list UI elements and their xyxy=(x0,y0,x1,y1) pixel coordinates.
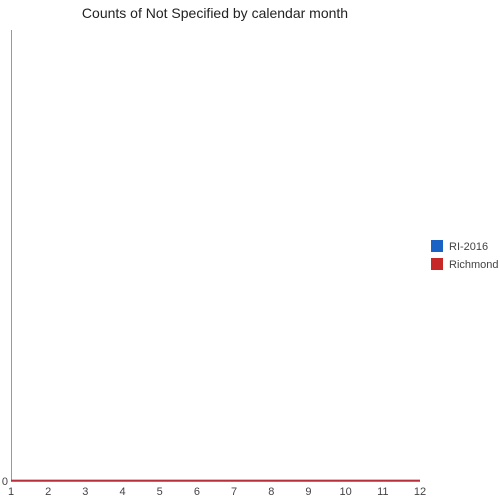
x-tick-label: 5 xyxy=(157,486,163,498)
x-tick-label: 6 xyxy=(194,486,200,498)
y-tick-label: 0 xyxy=(2,476,8,488)
legend: RI-2016 Richmond xyxy=(431,240,499,271)
x-tick-label: 12 xyxy=(414,486,426,498)
x-tick-label: 4 xyxy=(119,486,125,498)
x-tick-label: 1 xyxy=(8,486,14,498)
legend-item-ri-2016[interactable]: RI-2016 xyxy=(431,240,488,253)
legend-label-richmond: Richmond xyxy=(449,259,499,271)
x-tick-label: 11 xyxy=(377,486,388,498)
y-tick-labels: 0 xyxy=(2,476,8,488)
legend-item-richmond[interactable]: Richmond xyxy=(431,258,499,271)
x-tick-labels: 1 2 3 4 5 6 7 8 9 10 11 12 xyxy=(8,486,426,498)
x-tick-label: 3 xyxy=(82,486,88,498)
x-tick-label: 7 xyxy=(231,486,237,498)
x-tick-label: 2 xyxy=(45,486,51,498)
x-tick-label: 9 xyxy=(305,486,311,498)
x-tick-label: 8 xyxy=(268,486,274,498)
legend-label-ri-2016: RI-2016 xyxy=(449,241,488,253)
x-tick-label: 10 xyxy=(340,486,352,498)
legend-swatch-ri-2016 xyxy=(431,240,443,252)
chart-title: Counts of Not Specified by calendar mont… xyxy=(82,5,348,21)
legend-swatch-richmond xyxy=(431,258,443,270)
